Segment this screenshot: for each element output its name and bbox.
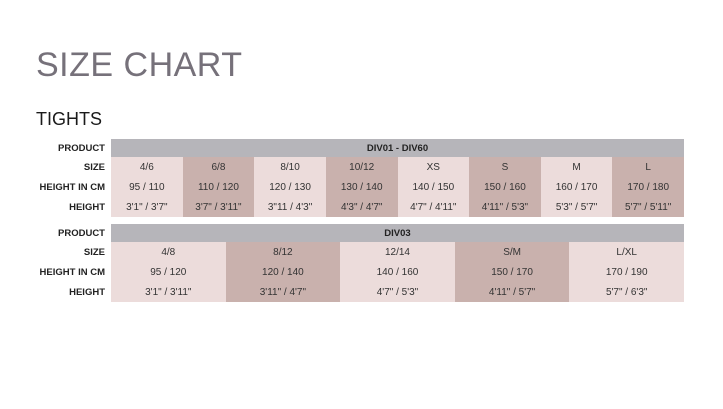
cell-sizes: S/M xyxy=(454,242,570,262)
cell-height: 4'11" / 5'7" xyxy=(454,282,570,302)
product-name: DIV01 - DIV60 xyxy=(111,139,684,157)
cell-height: 3"11 / 4'3" xyxy=(254,197,326,217)
product-row: PRODUCT DIV01 - DIV60 xyxy=(20,139,684,157)
cell-sizes: 8/12 xyxy=(225,242,341,262)
cell-sizes: 6/8 xyxy=(182,157,255,177)
row-height: HEIGHT 3'1" / 3'7" 3'7" / 3'11" 3"11 / 4'3"… xyxy=(20,197,684,217)
cell-height-cm: 95 / 110 xyxy=(111,177,183,197)
cell-height: 5'3" / 5'7" xyxy=(540,197,613,217)
cell-height-cm: 95 / 120 xyxy=(111,262,226,282)
cell-sizes: M xyxy=(540,157,613,177)
cell-height-cm: 140 / 150 xyxy=(397,177,470,197)
page-title: SIZE CHART xyxy=(36,46,243,84)
row-label-height: HEIGHT xyxy=(69,286,105,298)
cell-height-cm: 160 / 170 xyxy=(540,177,613,197)
cell-sizes: 4/6 xyxy=(111,157,183,177)
cell-height-cm: 120 / 130 xyxy=(254,177,326,197)
row-label-product: PRODUCT xyxy=(58,227,105,239)
row-label-size: SIZE xyxy=(83,246,105,258)
cell-sizes: 4/8 xyxy=(111,242,226,262)
cell-height-cm: 110 / 120 xyxy=(182,177,255,197)
row-size: SIZE 4/8 8/12 12/14 S/M L/XL xyxy=(20,242,684,262)
row-height-cm: HEIGHT IN CM 95 / 110 110 / 120 120 / 130 13… xyxy=(20,177,684,197)
cell-sizes: S xyxy=(469,157,541,177)
cell-sizes: 12/14 xyxy=(340,242,455,262)
row-label-size: SIZE xyxy=(83,161,105,173)
cell-sizes: 8/10 xyxy=(254,157,326,177)
cell-height: 3'11" / 4'7" xyxy=(225,282,341,302)
cell-height: 4'3" / 4'7" xyxy=(325,197,398,217)
cell-sizes: 10/12 xyxy=(325,157,398,177)
cell-height-cm: 150 / 170 xyxy=(454,262,570,282)
cell-height-cm: 130 / 140 xyxy=(325,177,398,197)
product-name: DIV03 xyxy=(111,224,684,242)
row-size: SIZE 4/6 6/8 8/10 10/12 XS S M L xyxy=(20,157,684,177)
cell-height: 3'7" / 3'11" xyxy=(182,197,255,217)
cell-sizes: L xyxy=(612,157,684,177)
cell-height: 5'7" / 5'11" xyxy=(612,197,684,217)
cell-height: 5'7" / 6'3" xyxy=(569,282,684,302)
section-title: TIGHTS xyxy=(36,109,102,129)
cell-height-cm: 140 / 160 xyxy=(340,262,455,282)
cell-height: 4'7" / 5'3" xyxy=(340,282,455,302)
row-height: HEIGHT 3'1" / 3'11" 3'11" / 4'7" 4'7" / 5'3… xyxy=(20,282,684,302)
cell-sizes: XS xyxy=(397,157,470,177)
row-label-height: HEIGHT xyxy=(69,201,105,213)
row-label-height-cm: HEIGHT IN CM xyxy=(39,266,105,278)
cell-height: 3'1" / 3'11" xyxy=(111,282,226,302)
cell-height-cm: 150 / 160 xyxy=(469,177,541,197)
size-table-div03: PRODUCT DIV03 SIZE 4/8 8/12 12/14 S/M L/XL HEIGH… xyxy=(20,224,684,302)
product-row: PRODUCT DIV03 xyxy=(20,224,684,242)
cell-height-cm: 170 / 190 xyxy=(569,262,684,282)
cell-height: 4'7" / 4'11" xyxy=(397,197,470,217)
row-label-product: PRODUCT xyxy=(58,142,105,154)
cell-height: 3'1" / 3'7" xyxy=(111,197,183,217)
row-height-cm: HEIGHT IN CM 95 / 120 120 / 140 140 / 160 15… xyxy=(20,262,684,282)
size-table-div01-div60: PRODUCT DIV01 - DIV60 SIZE 4/6 6/8 8/10 10/12 X… xyxy=(20,139,684,217)
cell-sizes: L/XL xyxy=(569,242,684,262)
row-label-height-cm: HEIGHT IN CM xyxy=(39,181,105,193)
cell-height-cm: 170 / 180 xyxy=(612,177,684,197)
cell-height: 4'11" / 5'3" xyxy=(469,197,541,217)
cell-height-cm: 120 / 140 xyxy=(225,262,341,282)
